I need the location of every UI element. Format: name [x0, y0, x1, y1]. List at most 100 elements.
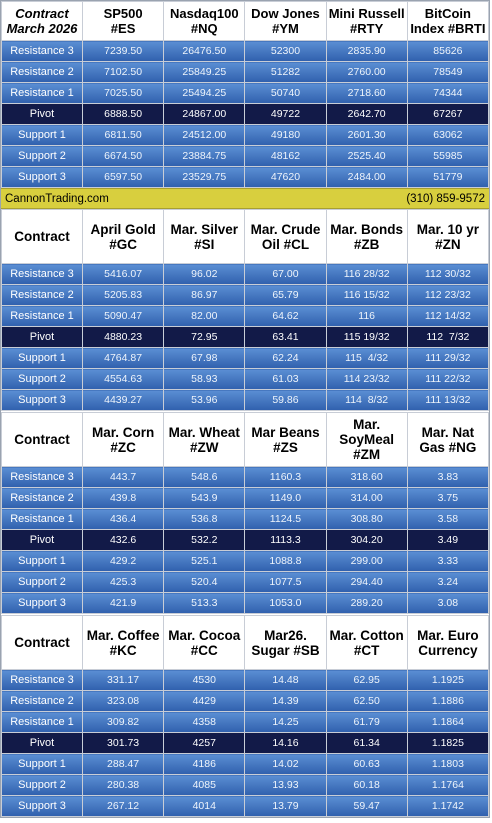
- level-value: 294.40: [325, 571, 408, 593]
- level-value: 14.48: [244, 669, 327, 691]
- pivot-row: Pivot 4880.23 72.95 63.41 115 19/32 112 7/32: [1, 326, 490, 348]
- level-value: 51779: [406, 166, 490, 188]
- level-value: 59.47: [325, 795, 408, 817]
- level-value: 421.9: [81, 592, 165, 614]
- instrument-header: April Gold #GC: [81, 209, 165, 264]
- level-row: Support 2 425.3 520.4 1077.5 294.40 3.24: [1, 571, 490, 593]
- level-value: 14.02: [244, 753, 327, 775]
- header-line: Oil #CL: [261, 236, 310, 252]
- level-value: 63062: [406, 124, 490, 146]
- level-value: 116: [325, 305, 408, 327]
- instrument-header: Mar26. Sugar #SB: [244, 615, 327, 670]
- header-line: Contract: [14, 229, 70, 244]
- level-value: 67.98: [163, 347, 246, 369]
- level-value: 112 30/32: [406, 263, 490, 285]
- level-value: 2642.70: [325, 103, 408, 125]
- level-value: 4358: [163, 711, 246, 733]
- header-line: Mar. Cotton: [329, 627, 404, 643]
- level-label: Resistance 1: [1, 711, 83, 733]
- level-row: Support 2 4554.63 58.93 61.03 114 23/32 111 2…: [1, 368, 490, 390]
- level-row: Support 3 4439.27 53.96 59.86 114 8/32 111 13…: [1, 389, 490, 411]
- level-row: Resistance 3 7239.50 26476.50 52300 2835.90 8…: [1, 40, 490, 62]
- level-value: 61.03: [244, 368, 327, 390]
- level-value: 60.18: [325, 774, 408, 796]
- header-line: Index #BRTI: [410, 21, 486, 36]
- level-value: 111 13/32: [406, 389, 490, 411]
- level-label: Support 1: [1, 753, 83, 775]
- level-value: 49180: [244, 124, 327, 146]
- header-line: Gas #NG: [419, 439, 477, 455]
- level-row: Resistance 1 309.82 4358 14.25 61.79 1.1864: [1, 711, 490, 733]
- level-value: 1.1742: [406, 795, 490, 817]
- level-value: 96.02: [163, 263, 246, 285]
- level-value: 443.7: [81, 466, 165, 488]
- header-line: #ZB: [353, 236, 380, 252]
- instrument-header: Mar. Cocoa #CC: [163, 615, 246, 670]
- level-value: 425.3: [81, 571, 165, 593]
- level-label: Support 3: [1, 592, 83, 614]
- level-row: Support 3 6597.50 23529.75 47620 2484.00 5177…: [1, 166, 490, 188]
- pivot-row: Pivot 432.6 532.2 1113.3 304.20 3.49: [1, 529, 490, 551]
- level-row: Support 3 421.9 513.3 1053.0 289.20 3.08: [1, 592, 490, 614]
- instrument-header: Mar. SoyMeal #ZM: [325, 412, 408, 467]
- level-value: 1.1825: [406, 732, 490, 754]
- level-label: Resistance 3: [1, 263, 83, 285]
- level-value: 1.1803: [406, 753, 490, 775]
- level-value: 267.12: [81, 795, 165, 817]
- level-value: 3.58: [406, 508, 490, 530]
- level-value: 58.93: [163, 368, 246, 390]
- level-value: 280.38: [81, 774, 165, 796]
- pivot-table: Contract April Gold #GC Mar. Silver #SI Mar. …: [1, 209, 490, 411]
- pivot-table: Contract March 2026 SP500 #ES Nasdaq100 #NQ Do…: [1, 1, 490, 188]
- level-value: 2718.60: [325, 82, 408, 104]
- level-row: Support 1 6811.50 24512.00 49180 2601.30 6306…: [1, 124, 490, 146]
- instrument-header: Mini Russell #RTY: [325, 1, 408, 41]
- instrument-header: Mar. Corn #ZC: [81, 412, 165, 467]
- level-value: 55985: [406, 145, 490, 167]
- level-value: 1.1886: [406, 690, 490, 712]
- level-row: Support 1 429.2 525.1 1088.8 299.00 3.33: [1, 550, 490, 572]
- level-value: 47620: [244, 166, 327, 188]
- level-label: Pivot: [1, 103, 83, 125]
- header-row: Contract Mar. Coffee #KC Mar. Cocoa #CC Mar26…: [1, 615, 490, 670]
- level-value: 3.08: [406, 592, 490, 614]
- level-value: 1.1925: [406, 669, 490, 691]
- level-value: 2525.40: [325, 145, 408, 167]
- level-value: 4880.23: [81, 326, 165, 348]
- level-row: Resistance 1 7025.50 25494.25 50740 2718.60 7…: [1, 82, 490, 104]
- level-value: 289.20: [325, 592, 408, 614]
- level-value: 3.49: [406, 529, 490, 551]
- level-value: 2835.90: [325, 40, 408, 62]
- level-label: Resistance 3: [1, 466, 83, 488]
- level-value: 7239.50: [81, 40, 165, 62]
- level-label: Pivot: [1, 529, 83, 551]
- level-value: 116 15/32: [325, 284, 408, 306]
- level-value: 63.41: [244, 326, 327, 348]
- level-value: 5205.83: [81, 284, 165, 306]
- level-label: Support 3: [1, 166, 83, 188]
- header-line: Contract: [14, 635, 70, 650]
- level-value: 61.34: [325, 732, 408, 754]
- header-line: Mar.: [353, 417, 381, 432]
- level-value: 14.25: [244, 711, 327, 733]
- instrument-header: Mar. Wheat #ZW: [163, 412, 246, 467]
- level-label: Pivot: [1, 326, 83, 348]
- header-line: #ZM: [353, 447, 381, 462]
- header-row: Contract Mar. Corn #ZC Mar. Wheat #ZW Mar Bea…: [1, 412, 490, 467]
- contract-header: Contract March 2026: [1, 1, 83, 41]
- header-line: Mar. Cocoa: [168, 627, 241, 643]
- level-row: Support 2 280.38 4085 13.93 60.18 1.1764: [1, 774, 490, 796]
- level-value: 4257: [163, 732, 246, 754]
- level-value: 1160.3: [244, 466, 327, 488]
- header-line: SP500: [103, 6, 143, 21]
- level-value: 23529.75: [163, 166, 246, 188]
- level-value: 25849.25: [163, 61, 246, 83]
- level-value: 7025.50: [81, 82, 165, 104]
- level-value: 3.83: [406, 466, 490, 488]
- level-value: 4764.87: [81, 347, 165, 369]
- level-value: 525.1: [163, 550, 246, 572]
- header-line: #ZS: [273, 439, 298, 455]
- header-line: #RTY: [350, 21, 384, 36]
- level-value: 439.8: [81, 487, 165, 509]
- pivot-table: Contract Mar. Coffee #KC Mar. Cocoa #CC Mar26…: [1, 615, 490, 817]
